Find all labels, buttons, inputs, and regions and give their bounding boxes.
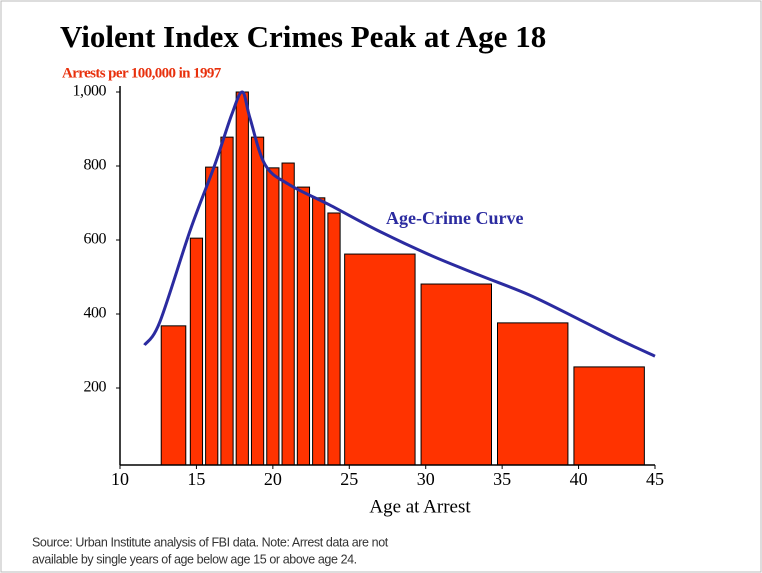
bar [160,325,187,466]
bar [250,136,265,466]
y-tick-label: 800 [84,157,107,174]
bar [296,186,311,466]
x-tick-label: 15 [187,469,205,489]
bar [573,366,645,466]
x-tick-label: 30 [417,469,435,489]
x-tick-label: 25 [340,469,358,489]
y-tick-label: 200 [84,379,107,396]
curve-label: Age-Crime Curve [386,208,523,228]
x-tick-label: 20 [264,469,282,489]
y-tick-label: 600 [84,231,107,248]
curve-line [143,90,656,358]
bar [235,91,249,466]
y-tick-label: 1,000 [73,83,107,100]
source-note: Source: Urban Institute analysis of FBI … [32,535,389,549]
bar [189,237,204,466]
bar [312,197,326,466]
bar [327,212,341,466]
bar [344,253,416,466]
source-note: available by single years of age below a… [32,552,357,566]
x-tick-label: 40 [570,469,588,489]
x-tick-label: 10 [111,469,129,489]
y-tick-label: 400 [84,305,107,322]
x-tick-label: 35 [493,469,511,489]
chart-subtitle: Arrests per 100,000 in 1997 [62,65,222,81]
bar [266,167,280,466]
x-axis-label: Age at Arrest [369,496,471,517]
bar [281,162,295,466]
bar [497,322,569,466]
chart-title: Violent Index Crimes Peak at Age 18 [60,19,546,54]
bar [420,283,493,466]
x-tick-label: 45 [646,469,664,489]
bar [220,136,234,466]
bar [205,166,219,466]
